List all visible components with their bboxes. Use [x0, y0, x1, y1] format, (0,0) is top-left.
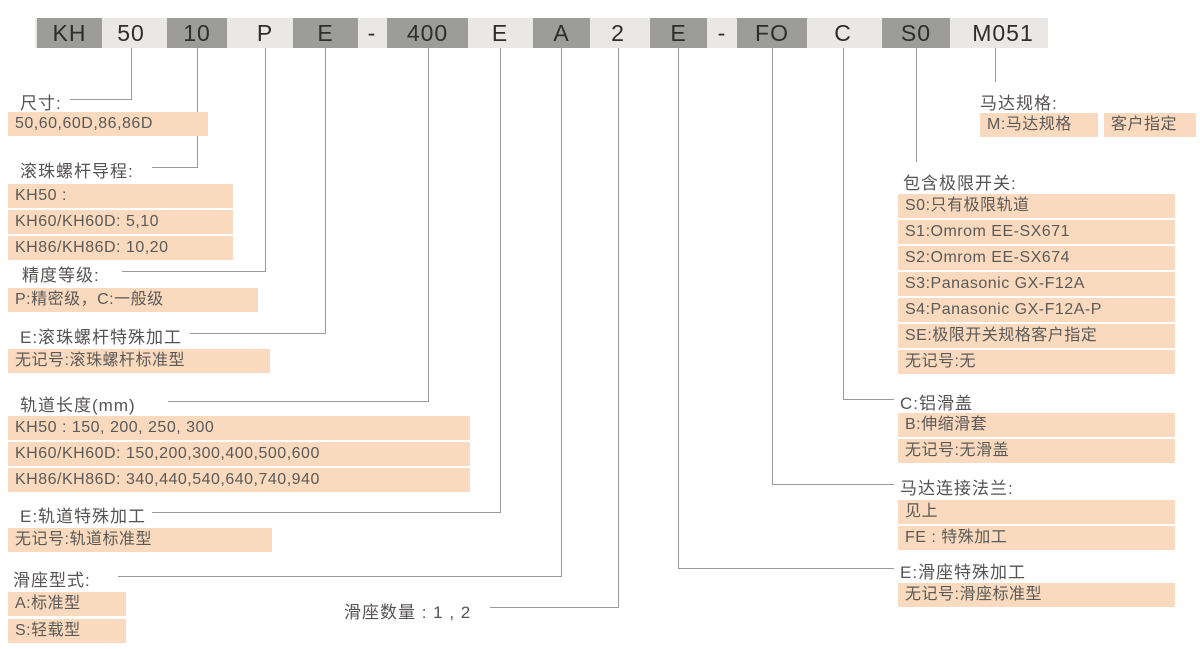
code-segment-dash1: -	[367, 20, 377, 46]
connector-flange-vline	[772, 48, 773, 484]
slider-type-label: 滑座型式:	[13, 571, 91, 590]
connector-rail-special-vline	[500, 48, 501, 512]
slider-special-option: 无记号:滑座标准型	[898, 583, 1175, 607]
limit-switch-option: S3:Panasonic GX-F12A	[898, 272, 1175, 296]
rail-length-option: KH86/KH86D: 340,440,540,640,740,940	[8, 468, 470, 492]
motor-flange-label: 马达连接法兰:	[900, 479, 1014, 498]
screw-lead-option: KH86/KH86D: 10,20	[8, 236, 233, 260]
connector-size-vline	[131, 48, 132, 99]
connector-screw-special-vline	[325, 48, 326, 333]
slider-type-option: S:轻载型	[8, 619, 126, 643]
code-segment-dash2: -	[717, 20, 727, 46]
motor-spec-label: 马达规格:	[980, 94, 1058, 113]
rail-special-label: E:轨道特殊加工	[20, 507, 147, 526]
connector-cover-hline	[843, 399, 894, 400]
code-segment-accuracy: P	[256, 20, 274, 46]
rail-length-option: KH60/KH60D: 150,200,300,400,500,600	[8, 442, 470, 466]
screw-special-option: 无记号:滚珠螺杆标准型	[8, 349, 270, 373]
connector-accuracy-vline	[265, 48, 266, 271]
limit-switch-label: 包含极限开关:	[903, 174, 1017, 193]
code-segment-slider-type: A	[533, 18, 590, 48]
slide-cover-option: 无记号:无滑盖	[898, 439, 1175, 463]
limit-switch-option: S0:只有极限轨道	[898, 194, 1175, 218]
motor-spec-option: M:马达规格	[980, 113, 1098, 137]
limit-switch-option: S2:Omrom EE-SX674	[898, 246, 1175, 270]
limit-switch-option: SE:极限开关规格客户指定	[898, 324, 1175, 348]
code-segment-cover: C	[834, 20, 852, 46]
connector-slider-qty-vline	[618, 48, 619, 607]
size-option: 50,60,60D,86,86D	[8, 112, 208, 136]
code-segment-slider-qty: 2	[611, 20, 625, 46]
connector-flange-hline	[772, 484, 894, 485]
connector-slider-qty-hline	[490, 607, 619, 608]
code-segment-flange: FO	[737, 18, 807, 48]
rail-length-option: KH50 : 150, 200, 250, 300	[8, 416, 470, 440]
size-label: 尺寸:	[20, 94, 62, 113]
slider-qty-label: 滑座数量 : 1 , 2	[344, 603, 472, 622]
slide-cover-label: C:铝滑盖	[900, 394, 973, 413]
accuracy-label: 精度等级:	[22, 266, 100, 285]
connector-cover-vline	[843, 48, 844, 399]
slide-cover-option: B:伸缩滑套	[898, 413, 1175, 437]
rail-special-option: 无记号:轨道标准型	[8, 528, 272, 552]
connector-slider-special-vline	[678, 48, 679, 568]
connector-accuracy-hline	[122, 271, 266, 272]
connector-slider-type-vline	[561, 48, 562, 576]
slider-type-option: A:标准型	[8, 592, 126, 616]
connector-rail-special-hline	[152, 512, 501, 513]
code-segment-lead: 10	[167, 18, 227, 48]
connector-rail-length-hline	[168, 401, 429, 402]
connector-lead-vline	[197, 48, 198, 167]
motor-flange-option: 见上	[898, 500, 1175, 524]
code-segment-slider-special: E	[650, 18, 707, 48]
connector-lead-hline	[152, 167, 198, 168]
motor-spec-option: 客户指定	[1104, 113, 1196, 137]
accuracy-option: P:精密级，C:一般级	[8, 288, 258, 312]
code-segment-kh: KH	[37, 18, 102, 48]
code-segment-rail-length: 400	[387, 18, 468, 48]
motor-flange-option: FE : 特殊加工	[898, 526, 1175, 550]
code-segment-limit-switch: S0	[882, 18, 950, 48]
connector-slider-special-hline	[678, 568, 894, 569]
limit-switch-option: S4:Panasonic GX-F12A-P	[898, 298, 1175, 322]
screw-special-label: E:滚珠螺杆特殊加工	[20, 328, 183, 347]
connector-limit-switch-vline	[916, 48, 917, 162]
code-segment-size: 50	[117, 20, 145, 46]
connector-slider-type-hline	[118, 576, 562, 577]
connector-motor-vline	[995, 48, 996, 82]
connector-rail-length-vline	[428, 48, 429, 401]
code-segment-motor: M051	[972, 20, 1034, 46]
limit-switch-option: S1:Omrom EE-SX671	[898, 220, 1175, 244]
screw-lead-option: KH60/KH60D: 5,10	[8, 210, 233, 234]
screw-lead-option: KH50 :	[8, 184, 233, 208]
screw-lead-label: 滚珠螺杆导程:	[20, 162, 134, 181]
connector-size-hline	[70, 99, 132, 100]
slider-special-label: E:滑座特殊加工	[900, 563, 1027, 582]
connector-screw-special-hline	[190, 333, 326, 334]
limit-switch-option: 无记号:无	[898, 350, 1175, 374]
rail-length-label: 轨道长度(mm)	[20, 396, 136, 415]
code-segment-screw-special: E	[293, 18, 358, 48]
code-segment-rail-special: E	[491, 20, 509, 46]
